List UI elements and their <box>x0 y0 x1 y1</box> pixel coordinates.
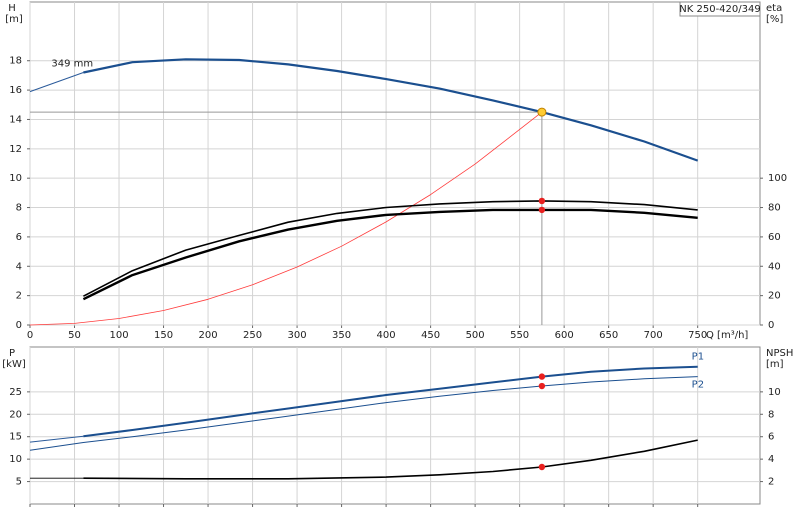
plot-frame <box>29 346 761 505</box>
x-tick-label: 550 <box>510 330 529 341</box>
x-tick-label: 300 <box>288 330 307 341</box>
y-tick-label: 16 <box>9 85 22 96</box>
y2-tick-label: 40 <box>768 261 781 272</box>
x-tick-label: 0 <box>27 330 33 341</box>
x-tick-label: 200 <box>199 330 218 341</box>
y2-axis-label: eta <box>766 3 782 14</box>
y-tick-label: 8 <box>16 203 22 214</box>
marker <box>538 382 546 390</box>
curve <box>83 58 699 162</box>
y-axis-unit: [m] <box>5 14 23 25</box>
curve <box>29 72 84 93</box>
curve <box>83 200 698 297</box>
series-label: P1 <box>692 352 704 363</box>
y2-axis-label: NPSH <box>766 348 793 359</box>
y2-axis-unit: [%] <box>766 14 783 25</box>
y-tick-label: 0 <box>16 320 22 331</box>
y2-tick-label: 80 <box>768 203 781 214</box>
y-axis-label: P <box>9 348 15 359</box>
y-tick-label: 20 <box>9 409 22 420</box>
y-tick-label: 10 <box>9 454 22 465</box>
y-tick-label: 14 <box>9 114 22 125</box>
y2-tick-label: 4 <box>768 454 774 465</box>
y-axis-unit: [kW] <box>2 359 26 370</box>
y-tick-label: 18 <box>9 56 22 67</box>
y-tick-label: 15 <box>9 432 22 443</box>
curve <box>82 208 698 301</box>
curve <box>29 435 84 443</box>
x-tick-label: 50 <box>68 330 81 341</box>
curve <box>29 111 543 326</box>
series-label: P2 <box>692 380 704 391</box>
x-tick-label: 350 <box>332 330 351 341</box>
x-tick-label: 500 <box>466 330 485 341</box>
x-tick-label: 750 <box>688 330 707 341</box>
x-tick-label: 600 <box>555 330 574 341</box>
y2-tick-label: 10 <box>768 387 781 398</box>
y-tick-label: 6 <box>16 232 22 243</box>
x-tick-label: 400 <box>377 330 396 341</box>
x-tick-label: 450 <box>421 330 440 341</box>
marker <box>538 197 546 205</box>
y-tick-label: 25 <box>9 387 22 398</box>
y-axis-label: H <box>8 3 16 14</box>
y2-axis-unit: [m] <box>766 359 784 370</box>
y-tick-label: 12 <box>9 144 22 155</box>
chart-title: NK 250-420/349 <box>679 4 760 15</box>
x-tick-label: 100 <box>109 330 128 341</box>
y-tick-label: 4 <box>16 261 22 272</box>
curve <box>29 376 698 451</box>
marker <box>538 206 546 214</box>
y2-tick-label: 8 <box>768 409 774 420</box>
x-axis-label: Q [m³/h] <box>706 330 748 341</box>
series-label: 349 mm <box>51 58 93 69</box>
marker <box>538 373 546 380</box>
title-box <box>679 1 761 17</box>
x-tick-label: 250 <box>243 330 262 341</box>
y2-tick-label: 60 <box>768 232 781 243</box>
x-tick-label: 700 <box>644 330 663 341</box>
y2-tick-label: 20 <box>768 291 781 302</box>
plot-frame <box>29 1 761 326</box>
y2-tick-label: 100 <box>768 173 787 184</box>
y-tick-label: 5 <box>16 477 22 488</box>
marker <box>538 463 546 471</box>
duty-point <box>537 107 547 117</box>
y2-tick-label: 6 <box>768 432 774 443</box>
y2-tick-label: 2 <box>768 477 774 488</box>
x-tick-label: 150 <box>154 330 173 341</box>
x-tick-label: 650 <box>599 330 618 341</box>
y-tick-label: 2 <box>16 291 22 302</box>
curve <box>83 365 698 438</box>
y2-tick-label: 0 <box>768 320 774 331</box>
y-tick-label: 10 <box>9 173 22 184</box>
curve <box>83 439 698 480</box>
